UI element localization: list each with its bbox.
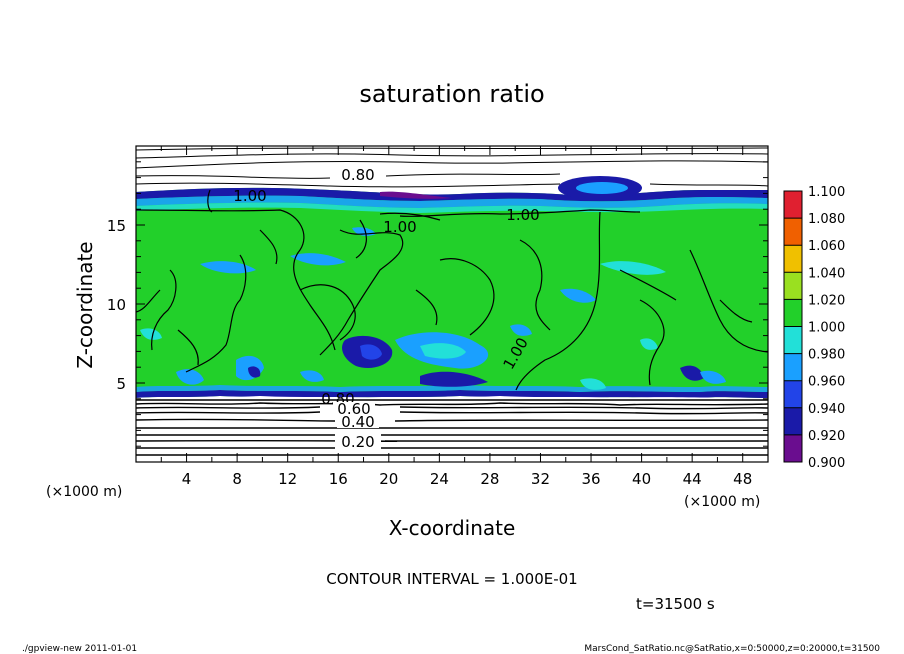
colorbar-swatch <box>784 218 802 246</box>
x-axis-ticks: 4 8 12 16 20 24 28 32 36 40 44 48 <box>160 146 752 488</box>
colorbar-label: 1.080 <box>808 212 845 227</box>
colorbar-swatch <box>784 380 802 408</box>
contour-label: 1.00 <box>383 218 416 236</box>
y-axis-ticks: 5 10 15 <box>107 161 768 447</box>
x-tick-label: 28 <box>480 470 499 488</box>
colorbar-label: 1.100 <box>808 185 845 200</box>
lower-blue-band <box>136 390 768 398</box>
x-tick-label: 4 <box>182 470 192 488</box>
plot-area: 0.80 1.00 1.00 1.00 1.00 0.80 0.60 0.40 … <box>136 146 768 462</box>
detached-cloud-core <box>576 182 628 194</box>
colorbar-label: 1.040 <box>808 266 845 281</box>
x-tick-label: 20 <box>379 470 398 488</box>
contour-label: 1.00 <box>506 206 539 224</box>
colorbar-swatch <box>784 299 802 327</box>
contour-label: 1.00 <box>233 187 266 205</box>
y-tick-label: 15 <box>107 217 126 235</box>
time-text: t=31500 s <box>636 595 715 613</box>
colorbar-label: 0.940 <box>808 402 845 417</box>
contour-label: 0.20 <box>341 433 374 451</box>
y-axis-unit: (×1000 m) <box>46 484 122 500</box>
colorbar-label: 1.000 <box>808 321 845 336</box>
x-tick-label: 8 <box>232 470 242 488</box>
colorbar-label: 0.960 <box>808 375 845 390</box>
upper-contours <box>136 147 768 188</box>
colorbar-label: 0.980 <box>808 348 845 363</box>
x-tick-label: 36 <box>581 470 600 488</box>
x-tick-label: 16 <box>329 470 348 488</box>
contour-labels: 0.80 1.00 1.00 1.00 1.00 0.80 0.60 0.40 … <box>233 166 540 451</box>
colorbar-swatch <box>784 434 802 462</box>
y-tick-label: 5 <box>116 375 126 393</box>
contour-label: 0.80 <box>341 166 374 184</box>
contour-interval-text: CONTOUR INTERVAL = 1.000E-01 <box>326 570 577 588</box>
y-tick-label: 10 <box>107 296 126 314</box>
colorbar-label: 0.900 <box>808 456 845 471</box>
x-axis-label: X-coordinate <box>389 516 516 540</box>
x-tick-label: 12 <box>278 470 297 488</box>
x-tick-label: 44 <box>683 470 702 488</box>
footer-left: ./gpview-new 2011-01-01 <box>22 644 137 654</box>
colorbar-swatch <box>784 272 802 300</box>
contour-label: 0.60 <box>337 400 370 418</box>
x-tick-label: 48 <box>733 470 752 488</box>
x-axis-unit: (×1000 m) <box>684 494 760 510</box>
colorbar-swatch <box>784 353 802 381</box>
y-axis-label: Z-coordinate <box>73 241 97 368</box>
cloud-purple-patch <box>380 191 452 199</box>
colorbar-swatch <box>784 326 802 354</box>
saturation-contours <box>136 189 768 391</box>
turbulent-patches <box>140 227 726 390</box>
colorbar-label: 1.020 <box>808 293 845 308</box>
x-tick-label: 40 <box>632 470 651 488</box>
colorbar-swatch <box>784 191 802 219</box>
colorbar-swatch <box>784 407 802 435</box>
contour-label: 0.40 <box>341 413 374 431</box>
x-tick-label: 24 <box>430 470 449 488</box>
colorbar-swatch <box>784 245 802 273</box>
chart-title: saturation ratio <box>359 80 544 108</box>
colorbar-label: 1.060 <box>808 239 845 254</box>
x-tick-label: 32 <box>531 470 550 488</box>
colorbar-label: 0.920 <box>808 429 845 444</box>
colorbar: 0.900 0.920 0.940 0.960 0.980 1.000 1.020 1.040… <box>783 185 845 471</box>
footer-right: MarsCond_SatRatio.nc@SatRatio,x=0:50000,… <box>584 644 880 654</box>
lower-cyan-band <box>136 385 768 392</box>
saturated-region <box>136 187 768 398</box>
upper-cyan-band <box>136 195 768 208</box>
